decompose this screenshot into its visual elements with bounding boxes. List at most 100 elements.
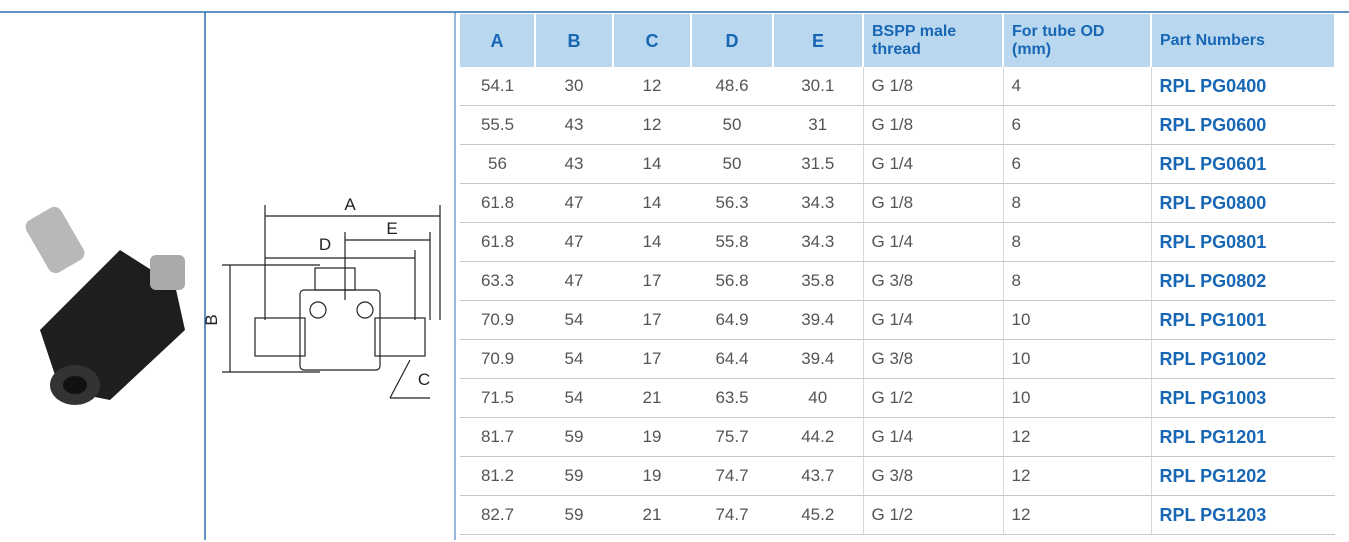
table-cell: 43 [535, 105, 613, 145]
table-cell: 50 [691, 144, 773, 184]
table-cell: 34.3 [773, 222, 863, 262]
dimension-label: E [386, 219, 397, 238]
header-cell: BSPP male thread [863, 14, 1004, 67]
table-cell: 14 [613, 144, 691, 184]
table-cell: 43 [535, 144, 613, 184]
header-cell: C [613, 14, 692, 67]
table-cell: 30.1 [773, 67, 863, 106]
header-cell: B [535, 14, 614, 67]
table-cell: G 1/2 [862, 495, 1003, 535]
table-cell: G 1/4 [862, 144, 1003, 184]
table-cell: 47 [535, 222, 613, 262]
table-cell: 17 [613, 261, 691, 301]
table-cell: RPL PG0601 [1150, 144, 1335, 184]
table-cell: G 1/4 [862, 300, 1003, 340]
table-cell: 40 [773, 378, 863, 418]
table-cell: 55.8 [691, 222, 773, 262]
table-cell: 56.3 [691, 183, 773, 223]
table-cell: 70.9 [460, 300, 535, 340]
table-cell: 14 [613, 222, 691, 262]
table-cell: 6 [1002, 144, 1151, 184]
table-cell: 50 [691, 105, 773, 145]
table-cell: 81.7 [460, 417, 535, 457]
table-cell: 12 [1002, 417, 1151, 457]
table-cell: G 1/2 [862, 378, 1003, 418]
table-cell: 55.5 [460, 105, 535, 145]
table-cell: 63.5 [691, 378, 773, 418]
header-cell: E [773, 14, 864, 67]
table-cell: 63.3 [460, 261, 535, 301]
table-row: 70.9 54 17 64.9 39.4 G 1/4 10 RPL PG1001 [460, 300, 1335, 340]
table-cell: 6 [1002, 105, 1151, 145]
table-cell: 64.4 [691, 339, 773, 379]
table-row: 54.1 30 12 48.6 30.1 G 1/8 4 RPL PG0400 [460, 67, 1335, 106]
table-cell: 8 [1002, 222, 1151, 262]
dimension-label: C [418, 370, 430, 389]
table-cell: RPL PG0800 [1150, 183, 1335, 223]
table-cell: 59 [535, 495, 613, 535]
table-cell: 8 [1002, 261, 1151, 301]
header-cell: D [691, 14, 774, 67]
table-cell: 47 [535, 261, 613, 301]
table-cell: 82.7 [460, 495, 535, 535]
dimension-table: A B C D E BSPP male thread For tube OD (mm) Par… [460, 14, 1336, 535]
table-cell: 70.9 [460, 339, 535, 379]
table-cell: RPL PG0802 [1150, 261, 1335, 301]
table-cell: 19 [613, 417, 691, 457]
table-row: 61.8 47 14 56.3 34.3 G 1/8 8 RPL PG0800 [460, 183, 1335, 223]
table-cell: 21 [613, 495, 691, 535]
table-cell: 17 [613, 339, 691, 379]
table-cell: RPL PG0801 [1150, 222, 1335, 262]
table-cell: G 1/8 [862, 183, 1003, 223]
table-row: 55.5 43 12 50 31 G 1/8 6 RPL PG0600 [460, 105, 1335, 145]
table-row: 56 43 14 50 31.5 G 1/4 6 RPL PG0601 [460, 144, 1335, 184]
table-cell: 39.4 [773, 300, 863, 340]
table-row: 71.5 54 21 63.5 40 G 1/2 10 RPL PG1003 [460, 378, 1335, 418]
table-cell: 14 [613, 183, 691, 223]
table-row: 63.3 47 17 56.8 35.8 G 3/8 8 RPL PG0802 [460, 261, 1335, 301]
table-cell: 81.2 [460, 456, 535, 496]
table-cell: 54 [535, 300, 613, 340]
dimension-label: B [202, 314, 221, 325]
dimension-label: D [319, 235, 331, 254]
table-cell: 59 [535, 456, 613, 496]
table-row: 82.7 59 21 74.7 45.2 G 1/2 12 RPL PG1203 [460, 495, 1335, 535]
table-cell: RPL PG1003 [1150, 378, 1335, 418]
table-cell: G 1/4 [862, 417, 1003, 457]
table-row: 61.8 47 14 55.8 34.3 G 1/4 8 RPL PG0801 [460, 222, 1335, 262]
header-row: A B C D E BSPP male thread For tube OD (mm) Par… [460, 14, 1336, 67]
table-row: 81.2 59 19 74.7 43.7 G 3/8 12 RPL PG1202 [460, 456, 1335, 496]
table-cell: 54 [535, 378, 613, 418]
table-cell: 4 [1002, 67, 1151, 106]
table-cell: 61.8 [460, 183, 535, 223]
table-cell: G 1/4 [862, 222, 1003, 262]
table-cell: G 1/8 [862, 105, 1003, 145]
table-cell: 56 [460, 144, 535, 184]
product-photo [25, 206, 185, 405]
table-cell: 34.3 [773, 183, 863, 223]
table-cell: G 3/8 [862, 456, 1003, 496]
table-cell: 19 [613, 456, 691, 496]
table-cell: 74.7 [691, 456, 773, 496]
table-cell: 12 [1002, 456, 1151, 496]
table-cell: 71.5 [460, 378, 535, 418]
table-cell: 8 [1002, 183, 1151, 223]
table-cell: 47 [535, 183, 613, 223]
table-cell: G 1/8 [862, 67, 1003, 106]
table-cell: 59 [535, 417, 613, 457]
table-cell: RPL PG0600 [1150, 105, 1335, 145]
table-cell: 10 [1002, 300, 1151, 340]
table-cell: 12 [613, 105, 691, 145]
table-cell: 54 [535, 339, 613, 379]
table-cell: 17 [613, 300, 691, 340]
technical-drawing [222, 205, 441, 399]
table-cell: G 3/8 [862, 261, 1003, 301]
dimension-label: A [344, 195, 356, 214]
table-cell: RPL PG1203 [1150, 495, 1335, 535]
table-cell: 64.9 [691, 300, 773, 340]
table-cell: 56.8 [691, 261, 773, 301]
table-cell: 31.5 [773, 144, 863, 184]
table-cell: RPL PG1002 [1150, 339, 1335, 379]
